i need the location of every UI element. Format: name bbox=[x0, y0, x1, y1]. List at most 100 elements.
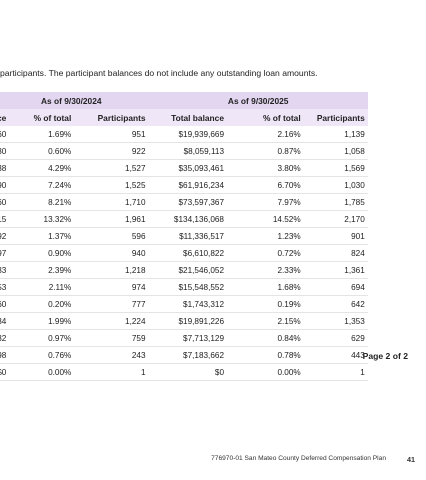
table-cell: 34 bbox=[0, 312, 10, 330]
table-cell: $19,939,669 bbox=[148, 126, 227, 143]
table-cell: $7,713,129 bbox=[148, 329, 227, 347]
column-header-balance-2025: Total balance bbox=[148, 109, 227, 126]
table-cell: 1 bbox=[74, 363, 149, 381]
table-cell: 7.97% bbox=[227, 193, 304, 211]
column-header-participants-2024: Participants bbox=[74, 109, 149, 126]
table-cell: 443 bbox=[303, 346, 368, 364]
table-cell: 1,785 bbox=[303, 193, 368, 211]
group-header-row: As of 9/30/2024 As of 9/30/2025 bbox=[0, 92, 420, 109]
column-header-balance-2024: ce bbox=[0, 109, 10, 126]
table-cell: $7,183,662 bbox=[148, 346, 227, 364]
table-cell: 32 bbox=[0, 329, 10, 347]
table-cell: 629 bbox=[303, 329, 368, 347]
table-cell: 97 bbox=[0, 244, 10, 262]
table-body: 601.69%951$19,939,6692.16%1,139300.60%92… bbox=[0, 126, 420, 381]
table-cell: 3.80% bbox=[227, 159, 304, 177]
table-cell: 2.11% bbox=[9, 278, 75, 296]
page-indicator: Page 2 of 2 bbox=[362, 351, 408, 361]
table-cell: 33 bbox=[0, 261, 10, 279]
table-cell: $61,916,234 bbox=[148, 176, 227, 194]
table-cell: 1.37% bbox=[9, 227, 75, 245]
table-cell: 1,353 bbox=[303, 312, 368, 330]
table-cell: 2,170 bbox=[303, 210, 368, 228]
table-cell: 92 bbox=[0, 227, 10, 245]
table-cell: 1,569 bbox=[303, 159, 368, 177]
table-cell: $1,743,312 bbox=[148, 295, 227, 313]
table-cell: 0.87% bbox=[227, 142, 304, 160]
table-cell: 0.90% bbox=[9, 244, 75, 262]
table-cell: 0.78% bbox=[227, 346, 304, 364]
table-cell: $73,597,367 bbox=[148, 193, 227, 211]
table-cell: 1,527 bbox=[74, 159, 149, 177]
table-cell: 1,058 bbox=[303, 142, 368, 160]
table-cell: 15 bbox=[0, 210, 10, 228]
table-cell: 8.21% bbox=[9, 193, 75, 211]
table-cell: 1,710 bbox=[74, 193, 149, 211]
table-cell: 0.60% bbox=[9, 142, 75, 160]
table-cell: 6.70% bbox=[227, 176, 304, 194]
table-cell: 0.76% bbox=[9, 346, 75, 364]
table-cell: 2.16% bbox=[227, 126, 304, 143]
footer-plan-name: 776970-01 San Mateo County Deferred Comp… bbox=[211, 455, 386, 462]
table-cell: 694 bbox=[303, 278, 368, 296]
table-cell: 951 bbox=[74, 126, 149, 143]
table-cell: 53 bbox=[0, 278, 10, 296]
table-cell: 1.69% bbox=[9, 126, 75, 143]
table-cell: 2.33% bbox=[227, 261, 304, 279]
table-cell: $6,610,822 bbox=[148, 244, 227, 262]
table-cell: 1.23% bbox=[227, 227, 304, 245]
table-cell: 1,525 bbox=[74, 176, 149, 194]
group-header-2025: As of 9/30/2025 bbox=[148, 92, 368, 109]
table-cell: 13.32% bbox=[9, 210, 75, 228]
footer-page-number: 41 bbox=[407, 454, 415, 464]
table-cell: 60 bbox=[0, 193, 10, 211]
table-cell: $134,136,068 bbox=[148, 210, 227, 228]
table-cell: $11,336,517 bbox=[148, 227, 227, 245]
table-cell: 98 bbox=[0, 346, 10, 364]
table-cell: 4.29% bbox=[9, 159, 75, 177]
table-cell: 14.52% bbox=[227, 210, 304, 228]
table-cell: 0.20% bbox=[9, 295, 75, 313]
table-cell: 1,961 bbox=[74, 210, 149, 228]
table-cell: 0.00% bbox=[227, 363, 304, 381]
table-cell: 60 bbox=[0, 295, 10, 313]
table-cell: $21,546,052 bbox=[148, 261, 227, 279]
table-cell: 38 bbox=[0, 159, 10, 177]
table-cell: 1 bbox=[303, 363, 368, 381]
table-cell: 0.19% bbox=[227, 295, 304, 313]
table-cell: 901 bbox=[303, 227, 368, 245]
intro-text: participants. The participant balances d… bbox=[0, 68, 318, 78]
table-cell: 0.84% bbox=[227, 329, 304, 347]
group-header-2024: As of 9/30/2024 bbox=[0, 92, 149, 109]
table-cell: 1.99% bbox=[9, 312, 75, 330]
table-cell: 940 bbox=[74, 244, 149, 262]
table-cell: 1,030 bbox=[303, 176, 368, 194]
table-cell: 7.24% bbox=[9, 176, 75, 194]
table-cell: 243 bbox=[74, 346, 149, 364]
table-cell: 1.68% bbox=[227, 278, 304, 296]
table-cell: 0.00% bbox=[9, 363, 75, 381]
table-cell: $0 bbox=[148, 363, 227, 381]
column-header-row: ce % of total Participants Total balance… bbox=[0, 109, 420, 126]
column-header-participants-2025: Participants bbox=[303, 109, 368, 126]
table-cell: 777 bbox=[74, 295, 149, 313]
table-cell: 824 bbox=[303, 244, 368, 262]
column-header-pct-2024: % of total bbox=[9, 109, 75, 126]
table-cell: 642 bbox=[303, 295, 368, 313]
balances-table: As of 9/30/2024 As of 9/30/2025 ce % of … bbox=[0, 92, 420, 381]
table-cell: 30 bbox=[0, 142, 10, 160]
table-cell: 1,361 bbox=[303, 261, 368, 279]
